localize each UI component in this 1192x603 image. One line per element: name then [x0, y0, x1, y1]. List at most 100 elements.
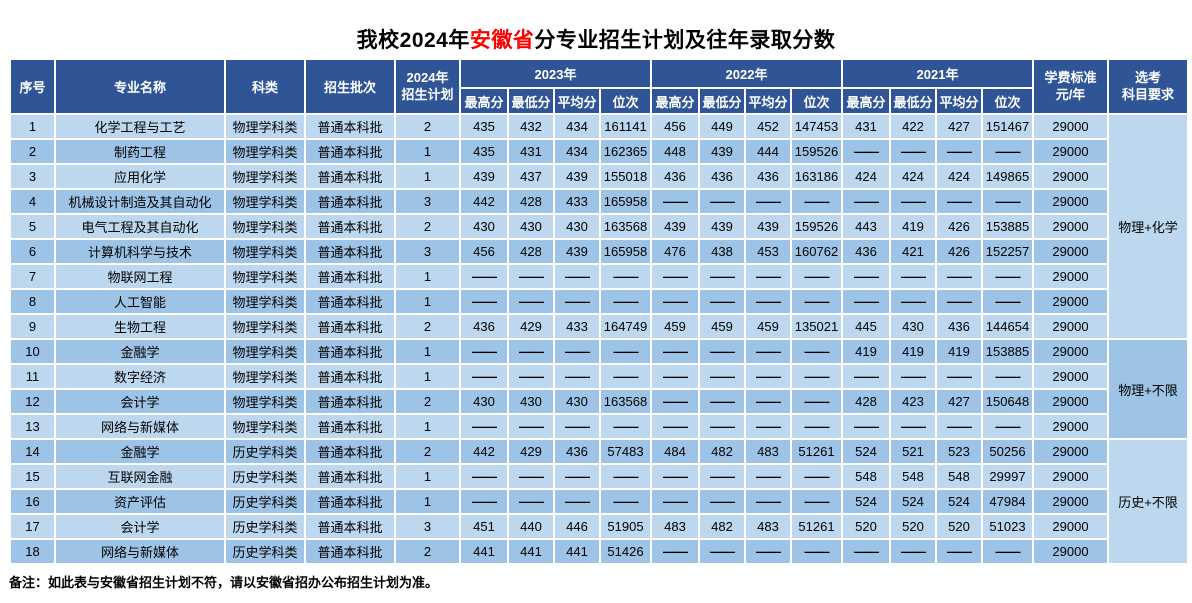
- cell-plan-2024: 1: [394, 288, 461, 315]
- cell-2023-avg: 441: [553, 538, 601, 565]
- cell-2021-min: 419: [889, 338, 937, 365]
- col-header-major: 专业名称: [54, 58, 226, 115]
- cell-plan-2024: 2: [394, 313, 461, 340]
- cell-batch: 普通本科批: [304, 213, 396, 240]
- cell-category: 物理学科类: [224, 163, 306, 190]
- cell-category: 物理学科类: [224, 388, 306, 415]
- footer-note: 备注：如此表与安徽省招生计划不符，请以安徽省招办公布招生计划为准。: [9, 575, 439, 590]
- cell-2023-rank: 51426: [599, 538, 652, 565]
- cell-2021-rank: 50256: [981, 438, 1034, 465]
- cell-2021-avg: 427: [935, 388, 983, 415]
- cell-batch: 普通本科批: [304, 263, 396, 290]
- cell-2023-rank: ——: [599, 463, 652, 490]
- cell-2021-max: ——: [841, 138, 891, 165]
- cell-2023-min: 431: [507, 138, 555, 165]
- cell-category: 物理学科类: [224, 263, 306, 290]
- cell-plan-2024: 3: [394, 513, 461, 540]
- cell-2021-avg: 524: [935, 488, 983, 515]
- cell-2022-avg: 483: [744, 438, 792, 465]
- cell-2021-rank: 144654: [981, 313, 1034, 340]
- cell-2023-avg: ——: [553, 363, 601, 390]
- cell-2022-rank: ——: [790, 388, 843, 415]
- table-row: 13 网络与新媒体 物理学科类 普通本科批 1 —— —— —— —— —— —— —— —— —— —— —…: [9, 413, 1188, 440]
- cell-2021-avg: ——: [935, 538, 983, 565]
- cell-2022-max: ——: [650, 538, 700, 565]
- cell-2021-min: 422: [889, 113, 937, 140]
- cell-2021-rank: ——: [981, 138, 1034, 165]
- cell-2023-avg: 430: [553, 388, 601, 415]
- cell-2021-max: ——: [841, 413, 891, 440]
- cell-2022-rank: 51261: [790, 438, 843, 465]
- cell-batch: 普通本科批: [304, 388, 396, 415]
- cell-major: 金融学: [54, 338, 226, 365]
- cell-category: 物理学科类: [224, 138, 306, 165]
- cell-2021-avg: ——: [935, 288, 983, 315]
- cell-2022-min: ——: [698, 488, 746, 515]
- cell-2021-avg: 426: [935, 238, 983, 265]
- cell-batch: 普通本科批: [304, 163, 396, 190]
- cell-plan-2024: 2: [394, 113, 461, 140]
- cell-plan-2024: 1: [394, 263, 461, 290]
- cell-category: 历史学科类: [224, 488, 306, 515]
- cell-2022-max: ——: [650, 463, 700, 490]
- cell-2022-min: ——: [698, 463, 746, 490]
- table-row: 6 计算机科学与技术 物理学科类 普通本科批 3 456 428 439 165958 476 43…: [9, 238, 1188, 265]
- plan-2024-line2: 招生计划: [401, 86, 454, 102]
- cell-2022-rank: 160762: [790, 238, 843, 265]
- col-header-fee: 学费标准 元/年: [1032, 58, 1109, 115]
- cell-2023-avg: 439: [553, 163, 601, 190]
- cell-2023-min: 430: [507, 388, 555, 415]
- cell-2022-max: ——: [650, 413, 700, 440]
- cell-2022-avg: ——: [744, 463, 792, 490]
- cell-plan-2024: 1: [394, 163, 461, 190]
- cell-2021-max: ——: [841, 363, 891, 390]
- cell-2022-rank: 135021: [790, 313, 843, 340]
- cell-fee: 29000: [1032, 513, 1109, 540]
- cell-2023-avg: 434: [553, 138, 601, 165]
- cell-2022-rank: ——: [790, 288, 843, 315]
- table-row: 2 制药工程 物理学科类 普通本科批 1 435 431 434 162365 448 439 444…: [9, 138, 1188, 165]
- cell-2021-avg: 427: [935, 113, 983, 140]
- cell-batch: 普通本科批: [304, 188, 396, 215]
- cell-2022-min: ——: [698, 363, 746, 390]
- col-header-batch: 招生批次: [304, 58, 396, 115]
- cell-2022-rank: 159526: [790, 213, 843, 240]
- title-prefix: 我校2024年: [356, 29, 470, 52]
- cell-2021-min: 521: [889, 438, 937, 465]
- cell-no: 10: [9, 338, 56, 365]
- cell-2021-avg: ——: [935, 188, 983, 215]
- cell-2023-avg: 433: [553, 313, 601, 340]
- col-header-subject-req: 选考 科目要求: [1107, 58, 1189, 115]
- cell-2021-min: 524: [889, 488, 937, 515]
- cell-2021-min: ——: [889, 363, 937, 390]
- cell-2021-max: 445: [841, 313, 891, 340]
- cell-2023-min: 437: [507, 163, 555, 190]
- cell-2021-avg: ——: [935, 413, 983, 440]
- cell-2023-max: 442: [459, 438, 509, 465]
- cell-plan-2024: 1: [394, 363, 461, 390]
- cell-no: 5: [9, 213, 56, 240]
- cell-2023-max: 441: [459, 538, 509, 565]
- cell-category: 物理学科类: [224, 113, 306, 140]
- cell-2023-max: ——: [459, 338, 509, 365]
- subcol-2021-max: 最高分: [841, 87, 891, 115]
- cell-no: 6: [9, 238, 56, 265]
- cell-2021-max: 524: [841, 438, 891, 465]
- cell-no: 18: [9, 538, 56, 565]
- cell-2021-rank: ——: [981, 188, 1034, 215]
- cell-2021-avg: 436: [935, 313, 983, 340]
- cell-2022-max: 459: [650, 313, 700, 340]
- cell-major: 制药工程: [54, 138, 226, 165]
- cell-2021-rank: 151467: [981, 113, 1034, 140]
- cell-2021-rank: 149865: [981, 163, 1034, 190]
- subcol-2023-avg: 平均分: [553, 87, 601, 115]
- cell-2022-avg: ——: [744, 363, 792, 390]
- cell-2023-avg: 446: [553, 513, 601, 540]
- cell-2022-max: 483: [650, 513, 700, 540]
- cell-2023-rank: 163568: [599, 213, 652, 240]
- cell-2021-avg: 424: [935, 163, 983, 190]
- cell-major: 生物工程: [54, 313, 226, 340]
- cell-2023-rank: 164749: [599, 313, 652, 340]
- cell-no: 9: [9, 313, 56, 340]
